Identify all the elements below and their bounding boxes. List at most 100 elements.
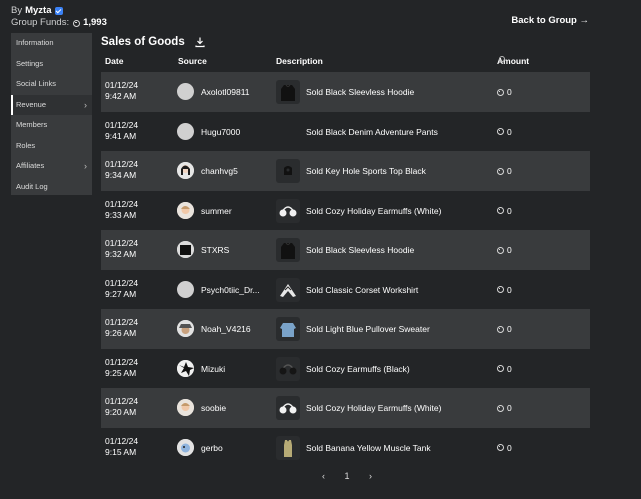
page-number: 1 [344,471,350,481]
sale-date: 01/12/24 [105,198,139,209]
col-source: Source [178,56,207,66]
sale-amount: 0 [497,285,512,295]
robux-icon [497,444,504,451]
sale-amount: 0 [497,245,512,255]
sidebar-item-settings[interactable]: Settings [11,54,92,75]
sale-time: 9:15 AM [105,446,137,457]
user-avatar[interactable] [177,280,194,298]
user-avatar[interactable] [177,201,194,219]
table-row: 01/12/24 9:25 AM Mizuki Sold Cozy Earmuffs … [101,349,590,389]
table-row: 01/12/24 9:20 AM soobie Sold Cozy Holiday E… [101,388,590,428]
sale-amount: 0 [497,443,512,453]
source-user-link[interactable]: Psych0tiic_Dr... [201,284,260,295]
sidebar-item-information[interactable]: Information [11,33,92,54]
sidebar-item-affiliates[interactable]: Affiliates › [11,156,92,177]
item-thumbnail[interactable] [276,277,300,302]
sales-table: 01/12/24 9:42 AM Axolotl09811 Sold Black Sl… [101,72,590,467]
sidebar-item-label: Social Links [16,79,57,88]
sale-amount-value: 0 [507,363,512,374]
sidebar-item-members[interactable]: Members [11,115,92,136]
robux-icon [497,286,504,293]
info-icon[interactable] [499,56,505,62]
sale-date: 01/12/24 [105,238,139,248]
source-user-link[interactable]: Mizuki [201,363,226,374]
sale-description: Sold Classic Corset Workshirt [306,284,419,295]
by-label: By [11,5,23,16]
source-user-link[interactable]: Noah_V4216 [201,324,251,334]
sale-description: Sold Cozy Holiday Earmuffs (White) [306,403,442,413]
source-user-link[interactable]: gerbo [201,442,223,453]
chevron-right-icon: › [84,99,87,110]
user-avatar[interactable] [177,83,194,100]
col-amount-label: Amount [497,56,530,66]
sidebar-item-label: Audit Log [16,181,48,191]
sale-amount: 0 [497,127,512,137]
sidebar-item-label: Affiliates [16,161,45,170]
sale-description: Sold Cozy Holiday Earmuffs (White) [306,205,442,216]
prev-page-button[interactable]: ‹ [322,471,325,481]
robux-icon [497,88,504,96]
verified-badge-icon [54,7,63,15]
sidebar-item-label: Settings [16,58,44,68]
page-title: Sales of Goods [101,36,206,48]
user-avatar[interactable] [177,438,194,456]
back-to-group-link[interactable]: Back to Group → [511,15,589,26]
owner-link[interactable]: Myzta [25,5,52,16]
sale-datetime: 01/12/24 9:27 AM [105,278,138,300]
source-user-link[interactable]: soobie [201,403,227,413]
sale-description: Sold Black Sleevless Hoodie [306,87,415,97]
sale-datetime: 01/12/24 9:32 AM [105,238,138,260]
item-thumbnail[interactable] [276,238,300,262]
sidebar-item-revenue[interactable]: Revenue › [11,94,92,115]
sale-amount-value: 0 [507,126,512,137]
table-header: Date Source Description Amount [101,56,590,70]
sale-datetime: 01/12/24 9:33 AM [105,199,138,221]
source-user-link[interactable]: chanhvg5 [201,166,238,176]
sale-amount-value: 0 [507,166,512,176]
user-avatar[interactable] [177,359,194,377]
table-row: 01/12/24 9:26 AM Noah_V4216 Sold Light Blue… [101,309,590,349]
funds-label: Group Funds: [11,17,70,28]
table-row: 01/12/24 9:34 AM chanhvg5 Sold Key Hole Spo… [101,151,590,191]
sidebar-item-audit-log[interactable]: Audit Log [11,177,92,198]
table-row: 01/12/24 9:42 AM Axolotl09811 Sold Black Sl… [101,72,590,112]
sale-datetime: 01/12/24 9:41 AM [105,120,138,142]
sale-datetime: 01/12/24 9:25 AM [105,357,138,379]
sidebar-item-label: Roles [16,140,36,150]
robux-icon [73,19,81,27]
item-thumbnail[interactable] [276,435,300,460]
sale-amount-value: 0 [507,442,512,453]
user-avatar[interactable] [177,399,194,416]
source-user-link[interactable]: Hugu7000 [201,126,241,137]
download-icon[interactable] [194,36,206,48]
sidebar-item-label: Information [16,38,54,47]
sale-date: 01/12/24 [105,80,139,90]
sale-time: 9:25 AM [105,367,137,378]
user-avatar[interactable] [177,162,194,179]
sale-amount-value: 0 [507,205,512,216]
item-thumbnail[interactable] [276,356,300,381]
item-thumbnail[interactable] [276,80,300,104]
robux-icon [497,167,504,175]
col-date: Date [105,56,124,66]
item-thumbnail[interactable] [276,317,300,341]
source-user-link[interactable]: summer [201,205,232,216]
sale-time: 9:42 AM [105,91,137,101]
sale-amount: 0 [497,166,512,176]
sale-amount: 0 [497,364,512,374]
source-user-link[interactable]: STXRS [201,245,230,255]
table-row: 01/12/24 9:27 AM Psych0tiic_Dr... Sold Clas… [101,270,590,310]
sale-amount: 0 [497,403,512,413]
user-avatar[interactable] [177,320,194,337]
sidebar-item-social-links[interactable]: Social Links [11,74,92,95]
next-page-button[interactable]: › [368,471,372,481]
item-thumbnail[interactable] [276,396,300,420]
source-user-link[interactable]: Axolotl09811 [201,87,250,97]
sale-description: Sold Cozy Earmuffs (Black) [306,363,410,374]
sale-datetime: 01/12/24 9:42 AM [105,80,138,102]
user-avatar[interactable] [177,122,194,140]
sidebar-item-roles[interactable]: Roles [11,136,92,157]
user-avatar[interactable] [177,241,194,258]
item-thumbnail[interactable] [276,159,300,183]
item-thumbnail[interactable] [276,198,300,223]
